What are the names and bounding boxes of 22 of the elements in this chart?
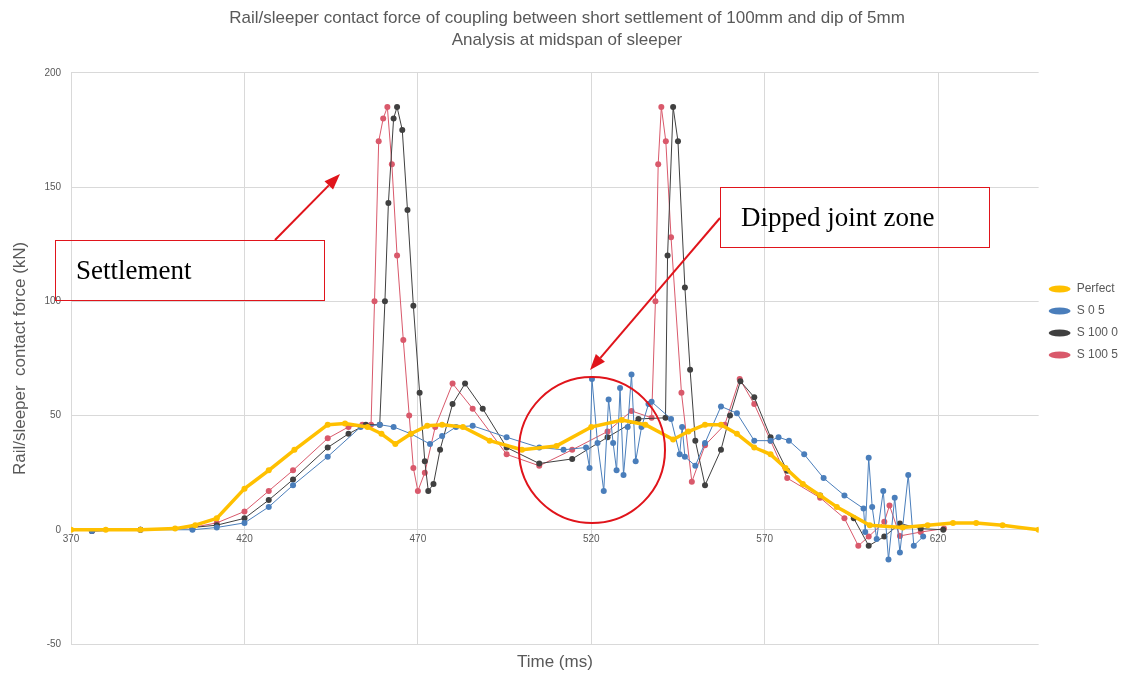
legend-label: S 100 0 xyxy=(1076,325,1119,340)
legend-label: S 0 5 xyxy=(1076,303,1105,318)
chart-subtitle: Analysis at midspan of sleeper xyxy=(451,30,683,50)
annotation: Dipped joint zone xyxy=(720,187,990,248)
x-tick-label: 620 xyxy=(929,532,947,544)
x-axis-title: Time (ms) xyxy=(516,651,593,671)
x-tick-label: 420 xyxy=(236,532,254,544)
y-tick-label: 100 xyxy=(44,295,62,307)
chart-title: Rail/sleeper contact force of coupling between short settlement of 100mm and dip of 5mm xyxy=(229,7,905,27)
y-tick-label: 150 xyxy=(44,180,62,192)
x-tick-label: 570 xyxy=(756,532,774,544)
legend-label: S 100 5 xyxy=(1076,347,1119,362)
y-tick-label: 200 xyxy=(44,66,62,78)
y-tick-label: 50 xyxy=(49,409,62,421)
y-axis-title: Rail/sleeper contact force (kN) xyxy=(9,241,29,476)
y-tick-label: 0 xyxy=(55,523,62,535)
x-tick-label: 520 xyxy=(582,532,601,544)
legend-label: Perfect xyxy=(1076,281,1116,296)
x-tick-label: 370 xyxy=(62,532,80,544)
annotation: Settlement xyxy=(76,255,192,285)
y-tick-label: -50 xyxy=(46,637,62,649)
x-tick-label: 470 xyxy=(409,532,427,544)
